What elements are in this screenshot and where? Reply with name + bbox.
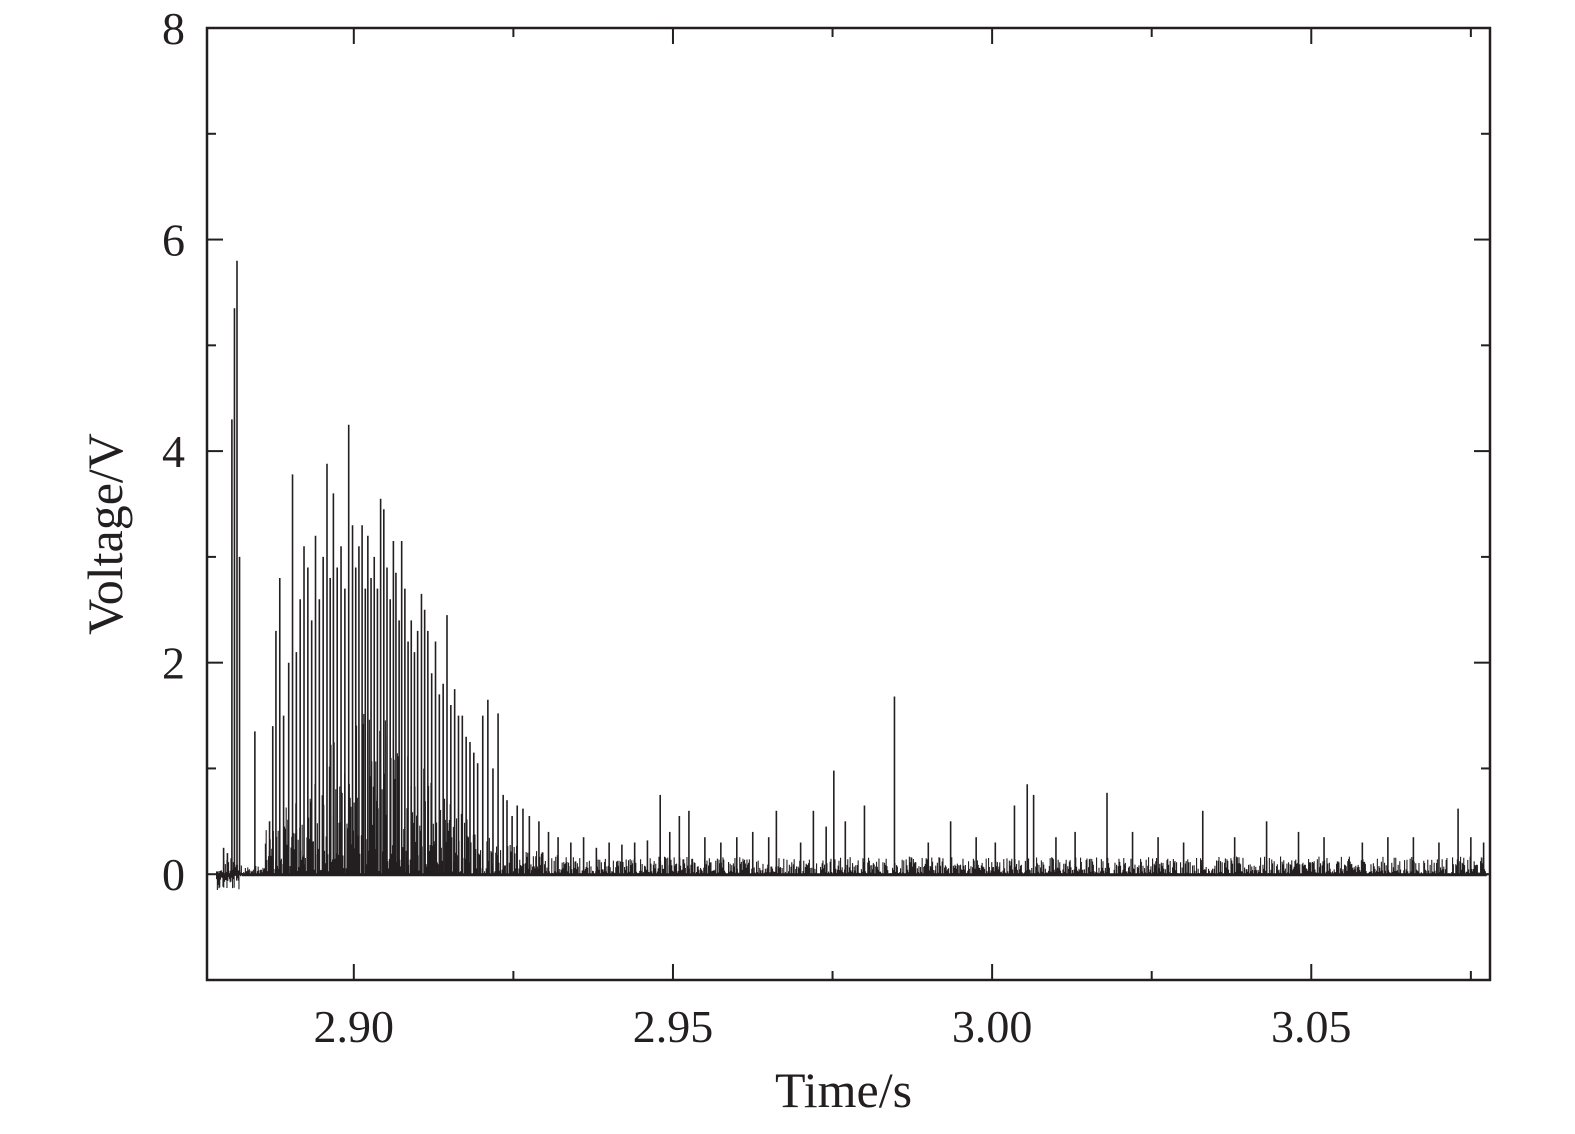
y-axis-tick-labels: 0 2 4 6 8 bbox=[162, 3, 185, 900]
plot-frame bbox=[205, 26, 1492, 982]
x-tick-label: 2.90 bbox=[314, 1001, 395, 1052]
signal-noise-path bbox=[216, 710, 1487, 890]
signal-trace bbox=[216, 710, 1487, 890]
x-tick-label: 3.05 bbox=[1271, 1001, 1352, 1052]
y-tick-label: 0 bbox=[162, 849, 185, 900]
x-tick-label: 3.00 bbox=[952, 1001, 1033, 1052]
x-tick-label: 2.95 bbox=[633, 1001, 714, 1052]
signal-peaks bbox=[222, 260, 1485, 875]
y-tick-label: 4 bbox=[162, 426, 185, 477]
x-axis-label: Time/s bbox=[775, 1062, 912, 1118]
y-tick-label: 6 bbox=[162, 215, 185, 266]
x-axis-ticks bbox=[352, 28, 1472, 980]
x-axis-tick-labels: 2.90 2.95 3.00 3.05 bbox=[314, 1001, 1352, 1052]
y-axis-label: Voltage/V bbox=[77, 433, 133, 635]
y-tick-label: 2 bbox=[162, 638, 185, 689]
y-axis-ticks bbox=[207, 27, 1490, 981]
y-tick-label: 8 bbox=[162, 3, 185, 54]
